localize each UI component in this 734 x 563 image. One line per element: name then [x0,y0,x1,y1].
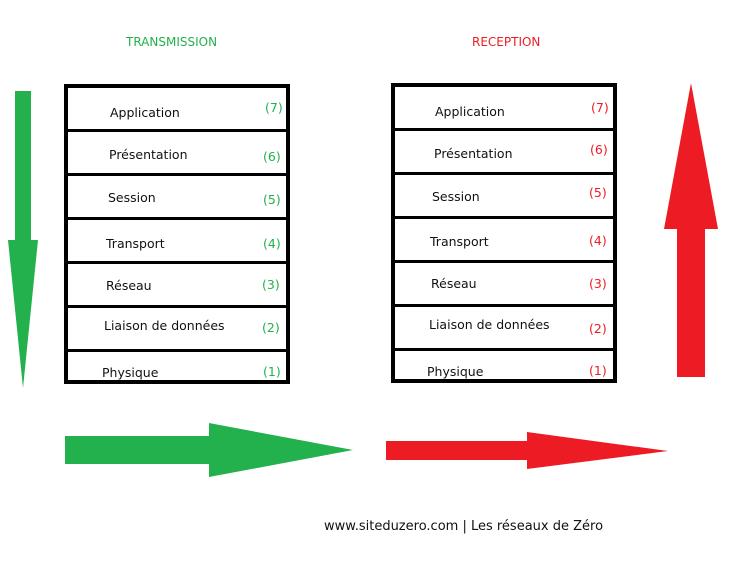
layer-presentation: Présentation (6) [395,131,613,175]
footer-credit: www.siteduzero.com | Les réseaux de Zéro [324,519,604,534]
layer-number: (2) [262,320,280,335]
layer-presentation: Présentation (6) [68,132,286,176]
reception-stack: Application (7) Présentation (6) Session… [391,83,617,383]
layer-session: Session (5) [68,176,286,220]
layer-number: (5) [589,185,607,200]
layer-name: Réseau [431,276,477,291]
reception-heading: RECEPTION [472,35,541,49]
layer-number: (6) [590,142,608,157]
layer-liaison: Liaison de données (2) [395,307,613,351]
layer-name: Physique [427,364,484,379]
layer-application: Application (7) [395,87,613,131]
layer-transport: Transport (4) [68,220,286,264]
transmission-heading: TRANSMISSION [126,35,218,49]
layer-name: Application [110,105,180,120]
layer-name: Physique [102,365,159,380]
right-arrow-green-shape [65,423,353,477]
layer-number: (4) [263,236,281,251]
transmission-stack: Application (7) Présentation (6) Session… [64,84,290,384]
layer-number: (7) [591,100,609,115]
layer-name: Présentation [434,146,513,161]
layer-number: (6) [263,149,281,164]
layer-reseau: Réseau (3) [68,264,286,308]
layer-number: (1) [589,363,607,378]
layer-name: Session [432,189,480,204]
layer-name: Transport [106,236,165,251]
layer-name: Session [108,190,156,205]
up-arrow-red-shape [664,83,718,377]
down-arrow-green-shape [8,91,38,388]
layer-physique: Physique (1) [395,351,613,383]
layer-number: (1) [263,364,281,379]
layer-liaison: Liaison de données (2) [68,308,286,352]
layer-number: (3) [589,276,607,291]
layer-application: Application (7) [68,88,286,132]
layer-session: Session (5) [395,175,613,219]
layer-number: (3) [262,277,280,292]
layer-number: (7) [265,100,283,115]
layer-name: Réseau [106,278,152,293]
layer-number: (5) [263,192,281,207]
layer-physique: Physique (1) [68,352,286,384]
layer-name: Liaison de données [429,317,550,332]
layer-transport: Transport (4) [395,219,613,263]
layer-number: (4) [589,233,607,248]
layer-name: Présentation [109,147,188,162]
layer-number: (2) [589,321,607,336]
layer-name: Transport [430,234,489,249]
layer-name: Liaison de données [104,318,225,333]
right-arrow-red-shape [386,432,668,469]
layer-name: Application [435,104,505,119]
layer-reseau: Réseau (3) [395,263,613,307]
